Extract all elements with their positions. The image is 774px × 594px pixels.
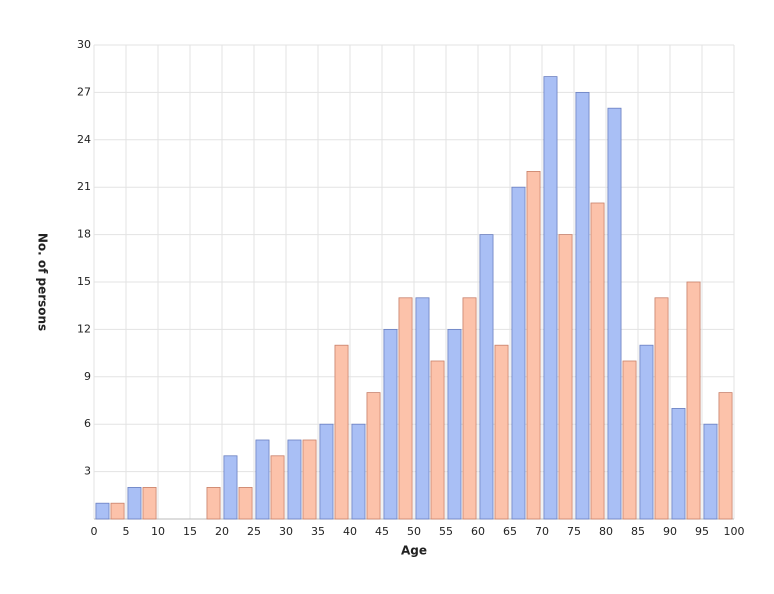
y-tick-label: 6 xyxy=(84,417,91,430)
bar xyxy=(302,439,317,520)
y-tick-label: 30 xyxy=(77,38,91,51)
x-tick-label: 90 xyxy=(663,525,677,538)
bar xyxy=(398,297,413,520)
bar xyxy=(142,486,157,520)
x-tick-label: 45 xyxy=(375,525,389,538)
bar xyxy=(430,360,445,520)
x-tick-label: 95 xyxy=(695,525,709,538)
x-tick-label: 85 xyxy=(631,525,645,538)
y-tick-label: 27 xyxy=(77,85,91,98)
bar xyxy=(366,392,381,520)
bar xyxy=(270,455,285,520)
bar xyxy=(575,92,590,520)
x-tick-label: 100 xyxy=(724,525,745,538)
bar xyxy=(703,423,718,520)
bar xyxy=(479,234,494,520)
x-tick-label: 35 xyxy=(311,525,325,538)
bar xyxy=(622,360,637,520)
x-tick-label: 5 xyxy=(123,525,130,538)
bar xyxy=(334,344,349,520)
x-tick-label: 25 xyxy=(247,525,261,538)
x-tick-label: 55 xyxy=(439,525,453,538)
bar xyxy=(383,328,398,520)
x-tick-label: 0 xyxy=(91,525,98,538)
x-tick-label: 50 xyxy=(407,525,421,538)
bar xyxy=(319,423,334,520)
x-tick-label: 40 xyxy=(343,525,357,538)
x-tick-label: 15 xyxy=(183,525,197,538)
bar xyxy=(447,328,462,520)
y-tick-label: 21 xyxy=(77,180,91,193)
bar xyxy=(607,107,622,520)
bar xyxy=(238,486,253,520)
bar xyxy=(95,502,110,520)
bar xyxy=(127,486,142,520)
x-tick-label: 10 xyxy=(151,525,165,538)
bar xyxy=(110,502,125,520)
bar xyxy=(671,407,686,520)
bar xyxy=(654,297,669,520)
bar xyxy=(351,423,366,520)
x-tick-label: 75 xyxy=(567,525,581,538)
y-tick-label: 12 xyxy=(77,322,91,335)
y-axis-title: No. of persons xyxy=(36,233,50,331)
x-tick-label: 60 xyxy=(471,525,485,538)
bar xyxy=(287,439,302,520)
bar xyxy=(255,439,270,520)
bar xyxy=(543,76,558,520)
x-tick-label: 80 xyxy=(599,525,613,538)
y-tick-label: 9 xyxy=(84,370,91,383)
x-tick-label: 65 xyxy=(503,525,517,538)
bar xyxy=(639,344,654,520)
bar xyxy=(494,344,509,520)
bar xyxy=(223,455,238,520)
bar xyxy=(686,281,701,520)
bar xyxy=(462,297,477,520)
x-tick-label: 30 xyxy=(279,525,293,538)
bar xyxy=(558,234,573,520)
bar xyxy=(206,486,221,520)
y-tick-label: 15 xyxy=(77,275,91,288)
y-tick-label: 3 xyxy=(84,465,91,478)
y-tick-label: 18 xyxy=(77,228,91,241)
x-tick-label: 70 xyxy=(535,525,549,538)
bar xyxy=(511,186,526,520)
bar xyxy=(718,392,733,520)
x-axis-title: Age xyxy=(401,544,427,558)
bar xyxy=(415,297,430,520)
bar xyxy=(526,170,541,520)
bar xyxy=(590,202,605,520)
y-tick-label: 24 xyxy=(77,133,91,146)
x-tick-label: 20 xyxy=(215,525,229,538)
